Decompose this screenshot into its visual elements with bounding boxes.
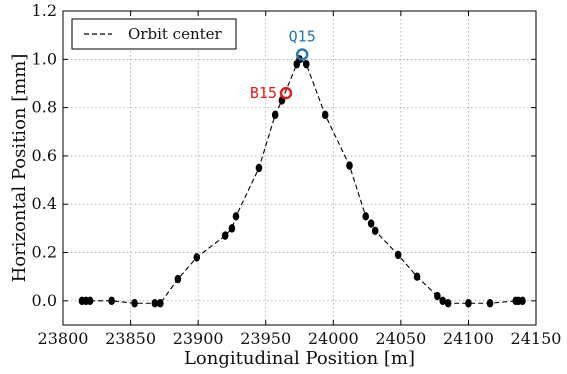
x-tick-label: 23900 <box>173 329 224 348</box>
y-tick-label: 0.4 <box>32 194 57 213</box>
series-line <box>81 58 523 304</box>
data-point <box>413 272 421 281</box>
data-point <box>86 296 94 306</box>
y-tick-label: 0.6 <box>32 146 57 165</box>
data-point <box>151 299 159 308</box>
x-tick-label: 24050 <box>375 329 426 348</box>
data-point <box>486 299 494 308</box>
data-point <box>362 212 370 221</box>
data-point <box>346 161 353 170</box>
q15-label: Q15 <box>289 27 316 45</box>
x-tick-label: 24150 <box>511 329 562 348</box>
y-tick-label: 0.0 <box>32 291 57 310</box>
y-axis-label: Horizontal Position [mm] <box>9 54 30 283</box>
x-tick-label: 23800 <box>38 329 89 348</box>
b15-label: B15 <box>250 84 277 102</box>
x-tick-label: 23950 <box>240 329 291 348</box>
plot-frame <box>62 10 537 326</box>
data-point <box>108 296 115 306</box>
data-point <box>157 299 164 308</box>
data-point <box>131 299 138 308</box>
data-point <box>519 296 526 306</box>
data-point <box>228 224 236 233</box>
data-point <box>434 291 441 301</box>
x-tick-label: 23850 <box>105 329 156 348</box>
y-tick-label: 1.2 <box>32 1 57 20</box>
x-tick-label: 24100 <box>443 329 494 348</box>
data-point <box>271 110 279 120</box>
data-point <box>465 299 472 308</box>
q15-marker <box>296 48 309 61</box>
data-point <box>221 231 229 240</box>
data-point <box>232 212 240 221</box>
data-point <box>255 163 263 173</box>
data-point <box>394 250 402 260</box>
x-tick-label: 24000 <box>308 329 359 348</box>
y-tick-label: 0.8 <box>32 98 57 117</box>
y-tick-label: 0.2 <box>32 243 57 262</box>
data-point <box>174 274 182 284</box>
data-point <box>193 253 201 262</box>
data-point <box>439 296 447 306</box>
data-point <box>321 110 329 120</box>
data-point <box>371 226 379 235</box>
legend-label: Orbit center <box>128 25 223 43</box>
data-point <box>444 299 452 308</box>
x-axis-label: Longitudinal Position [m] <box>184 348 415 369</box>
legend-box <box>71 18 237 50</box>
b15-marker <box>279 86 293 100</box>
data-point <box>367 219 375 228</box>
y-tick-label: 1.0 <box>32 49 57 68</box>
data-point <box>302 59 310 69</box>
